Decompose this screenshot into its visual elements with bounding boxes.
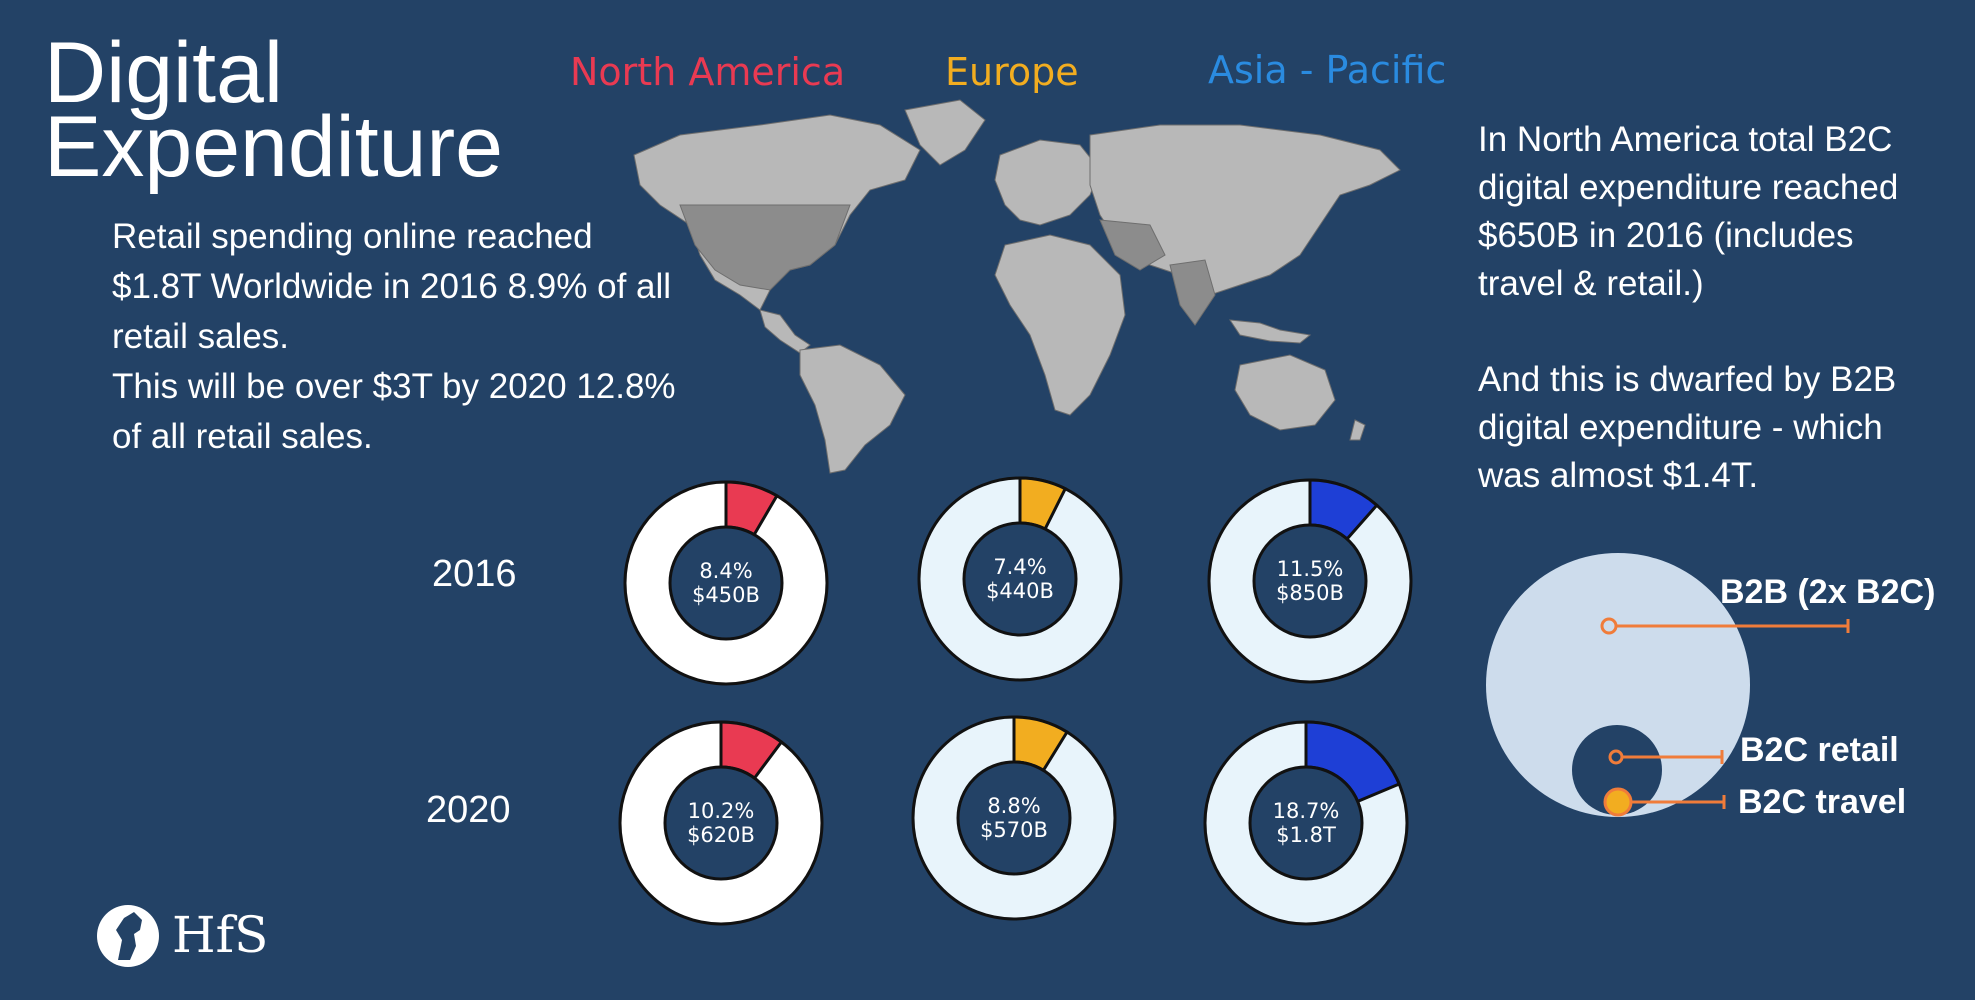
bubble-comparison-chart — [1486, 553, 1850, 817]
donut-label-2016-europe: 7.4% $440B — [960, 555, 1080, 603]
summary-line: $1.8T Worldwide in 2016 8.9% of all — [112, 267, 672, 306]
donut-value: $570B — [980, 818, 1048, 842]
map-middle-east — [1099, 219, 1166, 271]
map-indonesia — [1228, 319, 1312, 344]
bubble-b2b — [1486, 553, 1750, 817]
region-label-north-america: North America — [570, 50, 846, 94]
region-label-europe: Europe — [945, 50, 1079, 94]
north-america-b2c-text: In North America total B2C digital expen… — [1478, 116, 1898, 308]
donut-percent: 7.4% — [993, 555, 1047, 579]
map-india — [1169, 259, 1216, 326]
world-map — [633, 99, 1401, 474]
summary-line: of all retail sales. — [112, 417, 373, 456]
donut-percent: 18.7% — [1272, 799, 1340, 823]
summary-line: Retail spending online reached — [112, 217, 593, 256]
donut-percent: 11.5% — [1276, 557, 1344, 581]
bubble-b2c-retail — [1572, 725, 1662, 815]
horse-head-icon — [97, 905, 159, 967]
donut-label-2020-europe: 8.8% $570B — [954, 794, 1074, 842]
donut-percent: 10.2% — [687, 799, 755, 823]
bubble-label-b2c-travel: B2C travel — [1738, 783, 1907, 821]
donut-hole-2020-asia-pacific — [1248, 765, 1364, 881]
year-label-2016: 2016 — [432, 553, 517, 595]
summary-line: This will be over $3T by 2020 12.8% — [112, 367, 676, 406]
donut-percent: 8.8% — [987, 794, 1041, 818]
donut-hole-2020-north-america — [663, 765, 779, 881]
donut-percent: 8.4% — [699, 559, 753, 583]
donut-value: $440B — [986, 579, 1054, 603]
map-greenland — [904, 99, 986, 166]
bubble-label-b2c-retail: B2C retail — [1740, 731, 1899, 769]
b2b-comparison-text: And this is dwarfed by B2B digital expen… — [1478, 356, 1896, 500]
text-line: was almost $1.4T. — [1478, 456, 1759, 495]
donut-value: $850B — [1276, 581, 1344, 605]
leader-dot-b2c-retail — [1608, 749, 1624, 765]
text-line: $650B in 2016 (includes — [1478, 216, 1854, 255]
donut-label-2020-north-america: 10.2% $620B — [661, 799, 781, 847]
logo-text: HfS — [172, 906, 269, 964]
bubble-label-b2b: B2B (2x B2C) — [1720, 573, 1936, 611]
year-label-2020: 2020 — [426, 789, 511, 831]
text-line: In North America total B2C — [1478, 120, 1893, 159]
map-usa — [679, 204, 851, 291]
summary-text: Retail spending online reached $1.8T Wor… — [112, 212, 676, 462]
donut-hole-2016-north-america — [668, 525, 784, 641]
leader-dot-b2b — [1600, 617, 1618, 635]
map-australia — [1234, 354, 1336, 431]
map-new-zealand — [1349, 419, 1366, 441]
donut-label-2016-north-america: 8.4% $450B — [666, 559, 786, 607]
text-line: digital expenditure - which — [1478, 408, 1883, 447]
summary-line: retail sales. — [112, 317, 290, 356]
page-title-line2: Expenditure — [44, 99, 503, 195]
donut-value: $450B — [692, 583, 760, 607]
page-title-line1: Digital — [44, 25, 283, 121]
donut-label-2020-asia-pacific: 18.7% $1.8T — [1246, 799, 1366, 847]
bubble-b2c-travel — [1603, 787, 1633, 817]
donut-label-2016-asia-pacific: 11.5% $850B — [1250, 557, 1370, 605]
donut-hole-2016-europe — [962, 521, 1078, 637]
text-line: digital expenditure reached — [1478, 168, 1899, 207]
donut-hole-2020-europe — [956, 760, 1072, 876]
donut-hole-2016-asia-pacific — [1252, 523, 1368, 639]
map-europe — [994, 139, 1101, 226]
map-africa — [994, 234, 1126, 416]
donut-value: $620B — [687, 823, 755, 847]
text-line: travel & retail.) — [1478, 264, 1704, 303]
text-line: And this is dwarfed by B2B — [1478, 360, 1897, 399]
donut-value: $1.8T — [1276, 823, 1336, 847]
map-south-america — [799, 344, 906, 474]
region-label-asia-pacific: Asia - Pacific — [1208, 48, 1447, 92]
